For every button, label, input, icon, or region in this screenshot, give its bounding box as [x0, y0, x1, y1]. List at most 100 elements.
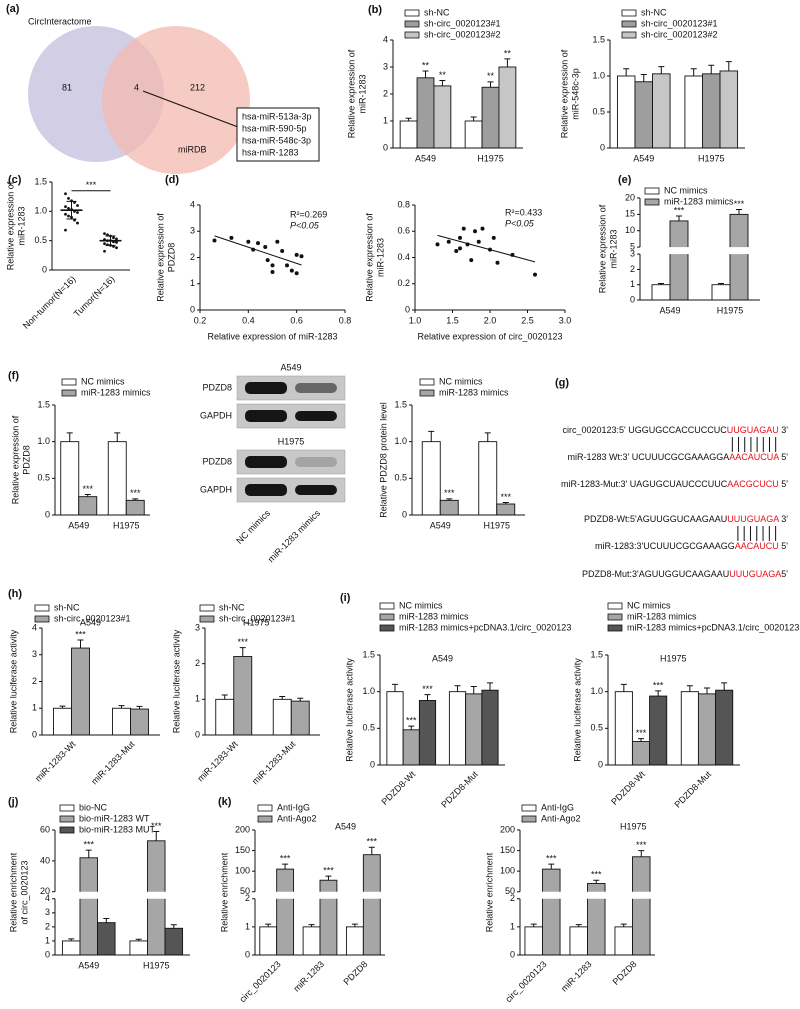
y-tick-label: 1.5: [592, 34, 605, 44]
point: [476, 239, 481, 244]
x-tick-label: Tumor(N=16): [72, 274, 117, 319]
y-tick-label: 10: [625, 225, 635, 235]
legend-label: NC mimics: [81, 376, 125, 386]
bar: [433, 85, 452, 149]
sequence-line: PDZD8-Wt:5'AGUUGGUCAAGAAUUUUGUAGA 3': [584, 514, 788, 524]
y-tick-label: 15: [625, 209, 635, 219]
y-tick-label: 0: [45, 509, 50, 519]
y-axis-label: of circ_0020123: [19, 860, 29, 924]
y-tick-label: 0.5: [37, 473, 50, 483]
error-bar: [85, 849, 92, 858]
bar: [542, 868, 561, 956]
sequence-text: PDZD8-Wt:5'AGUUGGUCAAGAAU: [584, 514, 727, 524]
panel-label: (k): [218, 796, 232, 808]
cell-line-label: A549: [280, 362, 301, 372]
error-bar: [548, 863, 555, 870]
point: [256, 241, 260, 246]
error-bar: [408, 725, 415, 730]
y-tick-label: 0.5: [362, 723, 375, 733]
y-tick-label: 1.5: [394, 399, 407, 409]
bar: [61, 940, 81, 956]
legend-label: NC mimics: [627, 600, 671, 610]
y-tick-label: 0: [45, 949, 50, 959]
bar: [631, 741, 651, 766]
x-tick-label: PDZD8-Mut: [439, 769, 480, 810]
dot: [115, 246, 118, 250]
y-tick-label: 3: [45, 907, 50, 917]
significance: ***: [323, 865, 334, 875]
y-tick-label: 200: [500, 824, 515, 834]
bar: [649, 695, 668, 766]
point: [212, 238, 217, 243]
sequence-text: miR-1283:3'UCUUUCGCGAAAGG: [595, 541, 735, 551]
set-count: 4: [134, 82, 139, 92]
bar: [215, 698, 235, 736]
point: [299, 254, 304, 259]
bar: [233, 656, 253, 736]
band: [295, 411, 337, 421]
x-tick-label: miR-1283-Mut: [89, 739, 137, 787]
error-bar: [686, 685, 693, 692]
legend-swatch: [404, 20, 420, 28]
x-tick-label: H1975: [698, 153, 725, 163]
error-bar: [297, 697, 304, 702]
axis-break: [56, 891, 191, 899]
x-tick-label: 2.0: [484, 315, 497, 325]
y-axis-label: Relative expression of: [155, 213, 165, 302]
legend-swatch: [257, 815, 273, 823]
bar: [729, 213, 749, 301]
dot: [67, 207, 70, 210]
y-tick-label: 2: [383, 88, 388, 98]
bar: [319, 879, 338, 956]
bar: [402, 729, 420, 766]
bar: [302, 926, 321, 956]
bar: [164, 927, 184, 956]
error-bar: [638, 738, 644, 742]
blot-panel: [236, 449, 346, 475]
significance: ***: [151, 821, 162, 831]
x-tick-label: A549: [68, 520, 89, 530]
error-bar: [77, 639, 84, 649]
error-bar: [470, 116, 477, 121]
legend-swatch: [59, 826, 75, 834]
x-tick-label: PDZD8-Wt: [380, 769, 418, 807]
band: [245, 382, 287, 394]
y-tick-label: 0: [245, 949, 250, 959]
axis-break: [641, 247, 761, 255]
error-bar: [118, 705, 125, 709]
bar: [465, 693, 483, 766]
legend-label: Anti-IgG: [541, 802, 574, 812]
y-tick-label: 50: [240, 886, 250, 896]
point: [263, 245, 268, 249]
sequence-text: 3': [779, 425, 789, 435]
x-tick-label: A549: [415, 153, 436, 163]
bar: [78, 496, 98, 516]
band: [295, 457, 337, 467]
x-tick-label: 0.6: [290, 315, 303, 325]
legend-label: bio-miR-1283 WT: [79, 813, 150, 823]
legend-swatch: [379, 624, 395, 632]
set-circle: [102, 26, 250, 174]
cell-line-label: H1975: [620, 821, 647, 831]
significance: ***: [280, 854, 291, 864]
mirna-name: hsa-miR-590-5p: [242, 123, 307, 133]
x-tick-label: miR-1283: [559, 959, 594, 994]
x-tick-label: H1975: [143, 960, 170, 970]
y-tick-label: 1.0: [394, 436, 407, 446]
x-tick-label: circ_0020123: [237, 959, 282, 1004]
point: [465, 242, 470, 247]
binding-site: AACGCUCU: [727, 479, 779, 489]
legend-label: miR-1283 mimics: [627, 611, 697, 621]
y-tick-label: 4: [45, 893, 50, 903]
error-bar: [690, 68, 697, 76]
x-tick-label: circ_0020123: [503, 959, 548, 1004]
legend-label: NC mimics: [399, 600, 443, 610]
y-tick-label: 0: [42, 264, 47, 274]
y-tick-label: 0: [630, 294, 635, 304]
x-tick-label: A549: [430, 520, 451, 530]
bar: [498, 66, 517, 149]
bar: [79, 857, 98, 956]
error-bar: [736, 208, 742, 215]
sequence-text: 3': [779, 514, 789, 524]
legend-swatch: [419, 378, 435, 386]
